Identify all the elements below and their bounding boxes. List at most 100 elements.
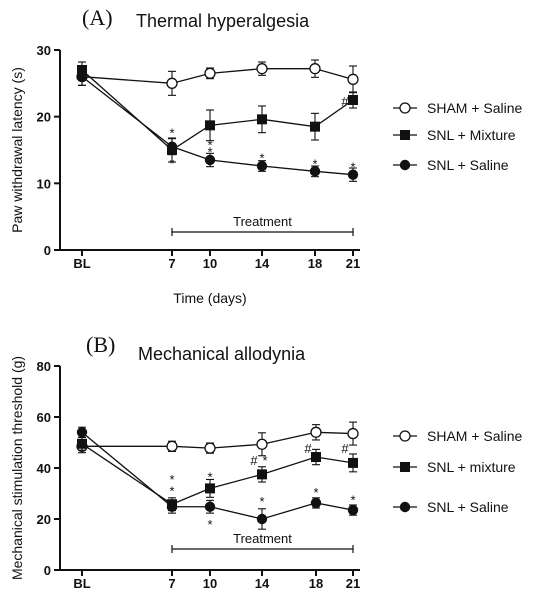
significance-mark: * [169,156,174,171]
x-tick-label: 21 [346,576,360,591]
significance-mark: * [259,151,264,166]
chart-panel-b: (B) Mechanical allodynia 0 20 40 60 80 BL 7 10 14 1… [9,332,523,591]
data-point [166,77,178,89]
data-point [205,120,215,131]
legend-marker [400,130,410,140]
data-point [309,63,321,75]
significance-mark: * [259,494,264,509]
legend-marker [399,501,411,513]
data-point [310,497,322,509]
data-point [256,63,268,75]
series-sham-saline [76,59,359,96]
panel-label: (B) [86,332,115,357]
panel-label: (A) [82,5,113,30]
legend-marker [400,462,410,472]
data-point [256,438,268,450]
series-line [81,69,354,151]
x-tick-label: 14 [255,576,270,591]
data-point [257,469,267,480]
data-point [347,427,359,440]
significance-mark: * [262,453,267,468]
legend-label: SNL + Saline [427,157,509,173]
significance-mark: * [207,137,212,152]
chart-title: Mechanical allodynia [138,344,306,364]
data-point [166,501,178,512]
series-snl-saline [76,426,359,530]
significance-mark: * [313,485,318,500]
data-point [256,513,268,525]
significance-mark: # [250,453,258,468]
x-tick-label: BL [73,256,90,271]
y-tick-label: 20 [37,110,51,125]
data-point [256,160,268,172]
treatment-label: Treatment [233,531,292,546]
significance-mark: # [304,441,312,456]
y-tick-label: 40 [37,461,51,476]
y-tick-label: 0 [44,563,51,578]
x-tick-label: 18 [309,576,323,591]
data-point [204,67,216,79]
data-point [205,483,215,494]
series-line [81,68,354,84]
significance-mark: * [169,472,174,487]
significance-mark: # [341,441,349,456]
treatment-label: Treatment [233,214,292,229]
significance-mark: * [207,470,212,485]
legend-marker [399,430,411,442]
y-tick-label: 30 [37,43,51,58]
y-tick-label: 20 [37,512,51,527]
significance-mark: * [207,517,212,532]
x-tick-label: 10 [203,256,217,271]
series-sham-saline [76,421,359,457]
x-tick-label: 21 [346,256,360,271]
legend-label: SNL + mixture [427,459,516,475]
legend-marker [399,102,411,114]
x-tick-label: BL [73,576,90,591]
data-point [347,504,359,516]
y-axis-title: Mechanical stimulation threshold (g) [9,356,25,580]
series-line [81,76,354,176]
data-point [204,501,216,512]
x-tick-label: 7 [168,256,175,271]
data-point [76,427,88,438]
significance-mark: * [169,125,174,140]
legend-label: SHAM + Saline [427,100,523,116]
data-point [166,440,178,452]
x-tick-label: 18 [308,256,322,271]
significance-mark: # [341,94,349,109]
legend-label: SNL + Saline [427,499,509,515]
y-axis-title: Paw withdrawal latency (s) [9,67,25,233]
data-point [310,121,320,132]
x-tick-label: 10 [203,576,217,591]
data-point [166,141,178,152]
data-point [348,457,358,468]
data-point [77,438,87,449]
y-tick-label: 10 [37,176,51,191]
significance-mark: * [207,145,212,160]
y-tick-label: 0 [44,243,51,258]
data-point [347,169,359,180]
legend-label: SHAM + Saline [427,428,523,444]
y-tick-label: 60 [37,410,51,425]
data-point [347,73,359,85]
chart-panel-a: (A) Thermal hyperalgesia 0 10 20 30 BL 7 10 14 18 2… [9,5,523,306]
x-axis-title: Time (days) [173,290,246,306]
data-point [348,95,358,105]
data-point [204,442,216,454]
data-point [257,114,267,125]
x-tick-label: 7 [168,576,175,591]
y-tick-label: 80 [37,359,51,374]
significance-mark: * [350,159,355,174]
series-snl-saline [76,67,359,182]
data-point [310,426,322,438]
x-tick-label: 14 [255,256,270,271]
legend-label: SNL + Mixture [427,127,516,143]
significance-mark: * [169,484,174,499]
data-point [76,71,88,82]
chart-title: Thermal hyperalgesia [136,11,310,31]
significance-mark: * [312,157,317,172]
data-point [311,452,321,463]
data-point [309,166,321,177]
series-line [81,431,354,520]
